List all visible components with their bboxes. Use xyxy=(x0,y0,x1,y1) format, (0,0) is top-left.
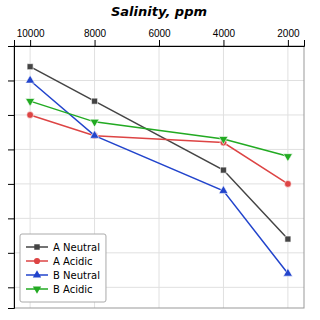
x-tick-mark xyxy=(30,40,31,46)
y-tick-mark xyxy=(8,115,14,116)
legend-box xyxy=(20,234,106,302)
legend: A Neutral A Acidic B Neutral B Acidic xyxy=(20,234,106,302)
y-tick-mark xyxy=(8,149,14,150)
y-tick xyxy=(8,80,14,81)
series xyxy=(27,64,291,242)
x-tick: 10000 xyxy=(17,28,45,46)
series-line xyxy=(30,67,288,239)
y-tick xyxy=(8,115,14,116)
y-tick xyxy=(8,218,14,219)
series-marker xyxy=(92,98,98,104)
series-marker xyxy=(26,75,35,83)
x-tick: 4000 xyxy=(213,28,236,46)
x-axis: 10000 8000 6000 4000 2000 xyxy=(15,28,305,47)
y-tick xyxy=(8,149,14,150)
y-axis-line xyxy=(8,47,15,309)
y-axis xyxy=(8,47,15,309)
series-marker xyxy=(285,181,292,188)
grid-line-y xyxy=(14,114,304,115)
grid-line-y xyxy=(14,218,304,219)
grid xyxy=(14,46,304,308)
grid-line-x xyxy=(159,46,160,308)
series xyxy=(26,75,293,276)
series xyxy=(26,99,293,162)
y-tick xyxy=(8,287,14,288)
x-tick-label: 6000 xyxy=(148,28,171,39)
x-tick-mark xyxy=(288,40,289,46)
legend-marker xyxy=(34,244,39,249)
x-tick-label: 8000 xyxy=(84,28,107,39)
plot: 10000 8000 6000 4000 2000 A Neutral A Acidic B … xyxy=(8,28,305,309)
x-axis-line xyxy=(15,40,305,47)
series-group xyxy=(26,64,293,276)
series-marker xyxy=(90,130,99,138)
legend-marker xyxy=(33,287,41,294)
legend-marker xyxy=(34,258,40,264)
legend-entry: B Acidic xyxy=(26,284,93,295)
legend-entry: A Neutral xyxy=(26,242,100,253)
x-tick-label: 10000 xyxy=(17,28,45,39)
x-tick: 6000 xyxy=(148,28,171,46)
y-tick-mark xyxy=(8,46,14,47)
legend-entry: A Acidic xyxy=(26,256,93,267)
legend-label: A Neutral xyxy=(53,242,100,253)
x-tick-mark xyxy=(159,40,160,46)
series-marker xyxy=(285,236,291,242)
chart: 10000 8000 6000 4000 2000 A Neutral A Acidic B … xyxy=(0,0,320,320)
series-marker xyxy=(219,136,228,144)
series-marker xyxy=(283,154,292,162)
y-tick-mark xyxy=(8,287,14,288)
series-marker xyxy=(219,186,228,194)
y-tick-mark xyxy=(8,184,14,185)
y-tick-mark xyxy=(8,218,14,219)
series-marker xyxy=(90,119,99,127)
title: Salinity, ppm xyxy=(111,4,207,19)
grid-line-x xyxy=(223,46,224,308)
x-tick: 8000 xyxy=(84,28,107,46)
x-tick-mark xyxy=(95,40,96,46)
legend-label: B Neutral xyxy=(53,270,100,281)
y-tick-mark xyxy=(8,253,14,254)
x-tick-mark xyxy=(223,40,224,46)
series xyxy=(27,112,292,188)
series-line xyxy=(30,115,288,184)
series-marker xyxy=(220,167,226,173)
grid-line-y xyxy=(14,183,304,184)
series-marker xyxy=(26,99,35,107)
legend-label: A Acidic xyxy=(53,256,93,267)
x-tick: 2000 xyxy=(277,28,300,46)
y-tick-mark xyxy=(8,80,14,81)
legend-marker xyxy=(33,270,41,277)
legend-entry: B Neutral xyxy=(26,270,100,281)
series-marker xyxy=(27,64,33,70)
legend-label: B Acidic xyxy=(53,284,93,295)
plot-frame xyxy=(14,46,304,308)
series-line xyxy=(30,80,288,273)
y-tick xyxy=(8,46,14,47)
y-tick xyxy=(8,253,14,254)
x-tick-label: 2000 xyxy=(277,28,300,39)
series-marker xyxy=(27,112,34,119)
series-marker xyxy=(283,268,292,276)
series-line xyxy=(30,101,288,156)
y-tick xyxy=(8,184,14,185)
x-tick-label: 4000 xyxy=(213,28,236,39)
